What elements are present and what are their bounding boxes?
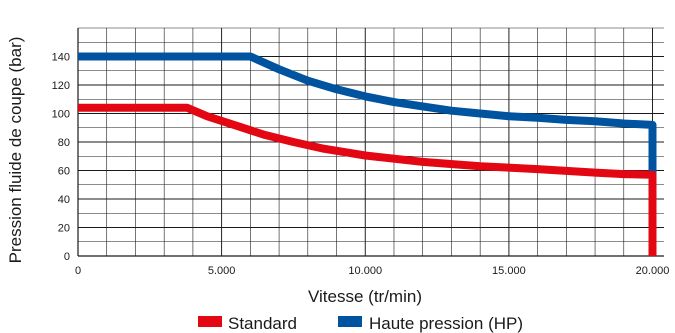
legend-label-standard: Standard <box>228 314 297 333</box>
y-axis-title: Pression fluide de coupe (bar) <box>6 37 25 264</box>
y-tick-label: 80 <box>58 137 70 149</box>
legend-label-hp: Haute pression (HP) <box>369 314 523 333</box>
x-tick-label: 20.000 <box>636 265 670 277</box>
legend: Standard Haute pression (HP) <box>198 314 523 333</box>
x-tick-label: 15.000 <box>492 265 526 277</box>
series-layer <box>78 52 657 256</box>
x-tick-label: 0 <box>75 265 81 277</box>
y-tick-labels: 0 20 40 60 80 100 120 140 <box>52 52 70 264</box>
y-tick-label: 20 <box>58 223 70 235</box>
x-tick-labels: 0 5.000 10.000 15.000 20.000 <box>75 265 669 277</box>
legend-swatch-hp <box>338 316 362 327</box>
x-tick-label: 5.000 <box>208 265 236 277</box>
legend-swatch-standard <box>198 316 222 327</box>
axes <box>77 28 664 257</box>
x-axis-title: Vitesse (tr/min) <box>308 287 422 306</box>
y-tick-label: 0 <box>64 251 70 263</box>
y-tick-label: 60 <box>58 166 70 178</box>
y-tick-label: 100 <box>52 109 70 121</box>
major-gridlines <box>78 28 664 256</box>
y-tick-label: 40 <box>58 194 70 206</box>
x-tick-label: 10.000 <box>348 265 382 277</box>
y-tick-label: 140 <box>52 52 70 64</box>
y-tick-label: 120 <box>52 80 70 92</box>
series-line-hp <box>78 52 657 175</box>
series-line-standard <box>78 103 657 256</box>
